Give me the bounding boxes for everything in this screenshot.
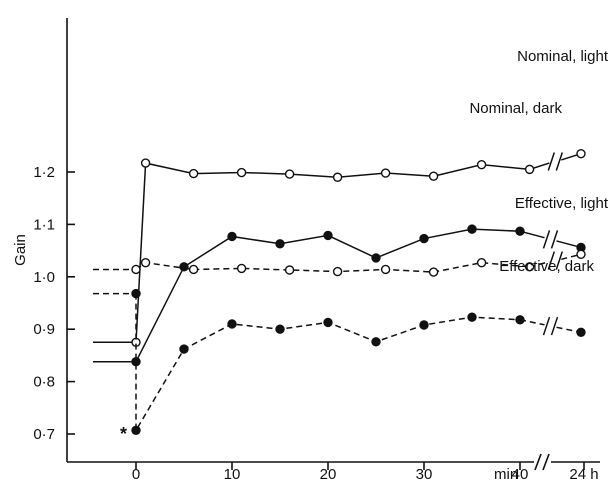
y-tick-label: 1·0 (33, 269, 55, 286)
data-point (275, 239, 285, 249)
series-break-mark (555, 251, 564, 270)
series-line (135, 162, 530, 343)
data-point (236, 263, 247, 274)
series-3 (93, 249, 586, 277)
data-point (467, 224, 477, 234)
data-point (576, 249, 586, 259)
series-break-mark (547, 152, 556, 171)
x-tick-label: 10 (224, 466, 241, 483)
asterisk-annotation: * (120, 424, 127, 444)
data-point (131, 264, 141, 275)
data-point (476, 257, 487, 268)
series-break-mark (547, 251, 556, 270)
data-point (371, 337, 381, 347)
data-point (380, 168, 391, 178)
data-point (419, 320, 429, 330)
data-point (323, 317, 333, 328)
data-point (576, 148, 586, 159)
data-point (467, 312, 477, 322)
data-point (524, 262, 535, 272)
x-break-tick-label: 24 h (569, 466, 598, 483)
data-point (236, 167, 247, 178)
y-tick-label: 0·8 (33, 374, 55, 391)
series-layer (93, 148, 586, 436)
data-point (227, 319, 237, 329)
series-label-effective-light: Effective, light (515, 195, 609, 212)
y-tick-label: 1·2 (33, 164, 55, 181)
series-label-nominal-light: Nominal, light (517, 48, 609, 65)
data-point (428, 267, 439, 277)
series-line (135, 293, 521, 434)
series-4 (93, 288, 586, 436)
series-break-mark (542, 316, 551, 336)
data-point (140, 158, 151, 168)
data-point (332, 266, 343, 277)
y-axis-title: Gain (12, 234, 29, 266)
series-segment-after-break (561, 253, 582, 261)
data-point (227, 231, 237, 242)
data-point (284, 265, 295, 275)
data-point (179, 262, 189, 272)
series-label-effective-dark: Effective, dark (499, 258, 594, 275)
data-point (428, 171, 439, 181)
series-break-mark (550, 230, 559, 249)
x-tick-label: 30 (416, 466, 433, 483)
data-point (515, 226, 525, 236)
series-break-mark (555, 152, 564, 171)
x-axis: 0 10 20 30 40 min 24 h (67, 453, 600, 483)
data-point (188, 264, 199, 275)
x-unit-label: min (494, 466, 518, 483)
series-break-mark (542, 230, 551, 249)
data-point (380, 264, 391, 275)
data-point (332, 172, 343, 182)
data-point (515, 315, 525, 325)
series-2 (93, 224, 586, 367)
data-point (284, 169, 295, 179)
x-ticks: 0 10 20 30 40 (132, 462, 529, 483)
data-point (371, 253, 381, 263)
data-point (131, 425, 141, 436)
data-point (576, 327, 586, 338)
y-ticks: 0·7 0·8 0·9 1·0 1·1 1·2 (33, 164, 75, 443)
x-axis-break-mark (534, 453, 550, 471)
series-line (135, 228, 521, 363)
data-point (476, 159, 487, 170)
y-axis: 0·7 0·8 0·9 1·0 1·1 1·2 Gain (12, 18, 75, 462)
data-point (275, 324, 285, 334)
x-tick-label: 0 (132, 466, 140, 483)
series-label-nominal-dark: Nominal, dark (469, 100, 562, 117)
data-point (419, 233, 429, 244)
series-line (135, 261, 530, 273)
series-labels: Nominal, light Nominal, dark Effective, … (469, 48, 608, 275)
data-point (179, 344, 189, 354)
series-1 (93, 148, 586, 347)
data-point (140, 257, 151, 268)
y-tick-label: 0·9 (33, 321, 55, 338)
series-break-mark (550, 316, 559, 336)
data-point (323, 230, 333, 241)
y-tick-label: 1·1 (33, 216, 55, 233)
data-point (188, 168, 199, 179)
x-tick-label: 40 (512, 466, 529, 483)
x-tick-label: 20 (320, 466, 337, 483)
y-tick-label: 0·7 (33, 426, 55, 443)
data-point (131, 288, 141, 299)
data-point (524, 164, 535, 175)
